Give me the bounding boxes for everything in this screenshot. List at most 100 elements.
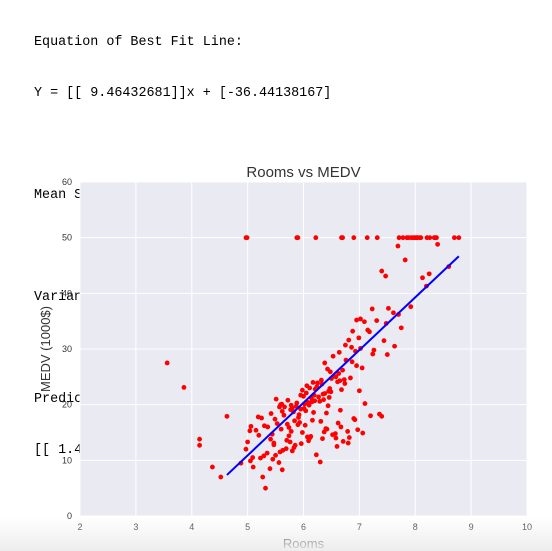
data-point — [338, 424, 344, 430]
y-tick-label: 50 — [62, 233, 72, 243]
data-point — [368, 413, 373, 419]
data-point — [307, 385, 313, 391]
data-point — [312, 398, 318, 404]
fit-line — [226, 255, 460, 476]
data-point — [435, 241, 440, 247]
data-point — [386, 305, 391, 311]
data-point — [352, 417, 358, 423]
data-point — [248, 458, 253, 464]
data-point — [224, 413, 230, 419]
data-point — [345, 428, 351, 434]
data-point — [318, 377, 324, 383]
data-point — [362, 319, 367, 325]
data-point — [247, 428, 253, 434]
x-tick-label: 4 — [189, 522, 194, 532]
data-point — [294, 235, 300, 241]
data-point — [374, 318, 380, 324]
y-axis-label: MEDV (1000$) — [38, 306, 53, 392]
data-point — [339, 387, 344, 393]
data-point — [349, 359, 355, 365]
data-point — [276, 460, 282, 465]
data-point — [306, 438, 311, 444]
data-point — [278, 426, 284, 432]
data-point — [345, 440, 351, 446]
data-point — [456, 235, 462, 241]
data-point — [327, 369, 333, 375]
data-point — [197, 442, 202, 448]
x-tick-label: 6 — [301, 522, 306, 532]
x-axis-label: Rooms — [283, 536, 325, 551]
data-point — [265, 424, 271, 430]
data-point — [408, 304, 414, 310]
data-point — [317, 459, 323, 465]
data-point — [343, 342, 348, 348]
data-point — [298, 406, 304, 412]
data-point — [358, 316, 363, 322]
data-point — [355, 427, 361, 433]
data-point — [398, 325, 404, 331]
data-point — [346, 337, 352, 343]
data-point — [417, 235, 423, 241]
data-point — [356, 335, 362, 341]
data-point — [279, 401, 285, 407]
data-point — [298, 441, 304, 447]
x-tick-label: 10 — [522, 522, 532, 532]
data-point — [301, 393, 306, 399]
data-point — [384, 352, 390, 357]
data-point — [288, 407, 294, 413]
data-point — [336, 349, 342, 355]
y-tick-label: 60 — [62, 177, 72, 187]
data-point — [360, 430, 366, 436]
x-tick-label: 8 — [413, 522, 418, 532]
data-point — [346, 435, 352, 440]
data-point — [263, 485, 268, 491]
data-point — [316, 394, 321, 400]
equation-label: Equation of Best Fit Line: — [34, 35, 243, 50]
y-tick-label: 20 — [62, 400, 72, 410]
data-point — [270, 456, 276, 462]
data-points — [164, 235, 462, 491]
data-point — [260, 474, 266, 480]
data-point — [277, 449, 283, 455]
data-point — [303, 408, 309, 414]
data-point — [295, 422, 301, 428]
data-point — [374, 235, 380, 241]
x-tick-label: 9 — [469, 522, 474, 532]
data-point — [391, 310, 396, 316]
data-point — [310, 380, 316, 385]
data-point — [348, 375, 353, 381]
data-point — [392, 343, 397, 349]
data-point — [321, 397, 327, 403]
data-point — [333, 435, 339, 441]
y-tick-label: 40 — [62, 288, 72, 298]
data-point — [350, 328, 356, 334]
data-point — [291, 445, 297, 450]
data-point — [245, 439, 251, 445]
chart-title: Rooms vs MEDV — [246, 164, 360, 181]
data-point — [259, 415, 264, 421]
data-point — [268, 411, 274, 416]
x-tick-label: 7 — [357, 522, 362, 532]
data-point — [273, 396, 279, 402]
data-point — [243, 446, 249, 452]
grid — [79, 181, 528, 517]
data-point — [383, 273, 389, 279]
data-point — [396, 235, 402, 241]
data-point — [411, 235, 416, 241]
data-point — [349, 344, 354, 350]
data-point — [315, 380, 320, 386]
data-point — [279, 408, 285, 414]
data-point — [218, 474, 224, 480]
y-tick-label: 10 — [62, 455, 72, 465]
data-point — [326, 395, 332, 400]
data-point — [243, 235, 249, 241]
data-point — [340, 367, 346, 373]
data-point — [250, 464, 256, 470]
data-point — [324, 410, 329, 416]
data-point — [379, 268, 385, 274]
data-point — [164, 360, 170, 366]
data-point — [264, 450, 270, 456]
data-point — [302, 422, 308, 428]
data-point — [253, 427, 259, 433]
data-point — [310, 417, 315, 423]
